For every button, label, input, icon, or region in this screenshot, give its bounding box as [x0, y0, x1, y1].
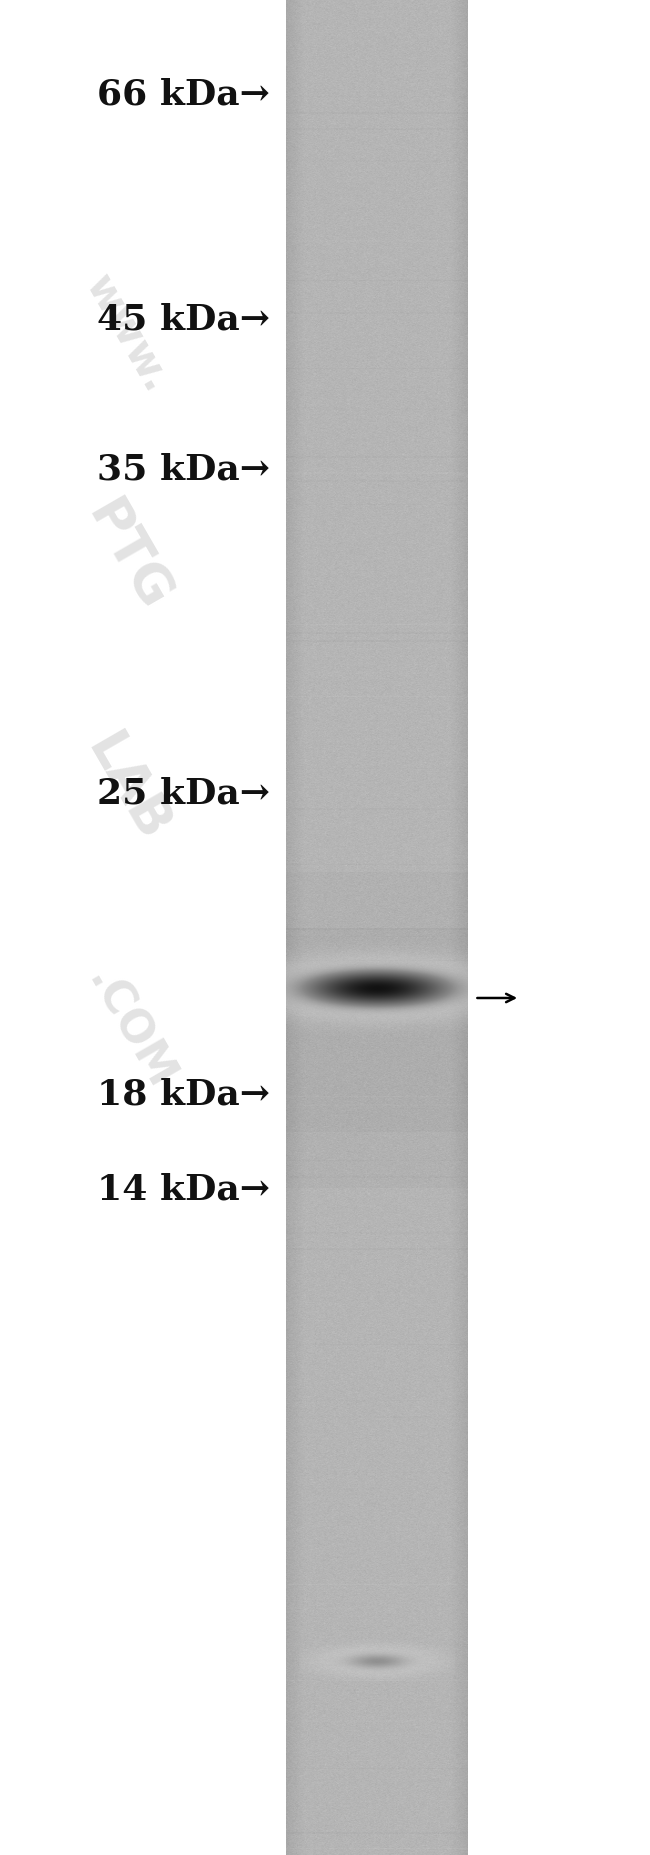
Text: PTG: PTG: [75, 492, 179, 621]
Text: 35 kDa→: 35 kDa→: [97, 453, 270, 486]
Text: 14 kDa→: 14 kDa→: [97, 1172, 270, 1206]
Text: 18 kDa→: 18 kDa→: [97, 1078, 270, 1111]
Text: 25 kDa→: 25 kDa→: [97, 777, 270, 811]
Text: .COM: .COM: [79, 961, 181, 1098]
Text: 45 kDa→: 45 kDa→: [97, 302, 270, 336]
Text: LAB: LAB: [75, 725, 178, 851]
Text: 66 kDa→: 66 kDa→: [97, 78, 270, 111]
Text: www.: www.: [77, 267, 177, 401]
